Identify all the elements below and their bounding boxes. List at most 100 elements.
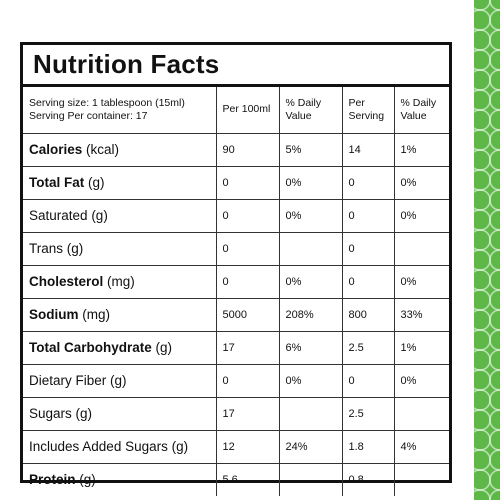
nutrient-row: Calories (kcal) 90 5% 14 1% — [23, 132, 449, 167]
value-per-100ml: 0 — [215, 264, 280, 299]
nutrient-unit: (g) — [171, 439, 189, 454]
daily-value-serving: 4% — [393, 429, 449, 464]
nutrient-unit: (mg) — [82, 307, 111, 322]
value-per-serving: 0 — [341, 363, 395, 398]
daily-value-100ml: 208% — [278, 297, 343, 332]
value-per-100ml: 0 — [215, 363, 280, 398]
daily-value-100ml: 0% — [278, 363, 343, 398]
nutrient-name-cell: Includes Added Sugars (g) — [23, 429, 217, 464]
nutrient-row: Protein (g) 5.6 0.8 — [23, 462, 449, 496]
nutrient-unit: (g) — [75, 406, 93, 421]
daily-value-100ml — [278, 462, 343, 496]
value-per-serving: 0 — [341, 264, 395, 299]
value-per-serving: 2.5 — [341, 330, 395, 365]
header-per-100ml: Per 100ml — [215, 87, 280, 134]
daily-value-100ml: 24% — [278, 429, 343, 464]
daily-value-100ml: 0% — [278, 198, 343, 233]
nutrient-row: Sodium (mg) 5000 208% 800 33% — [23, 297, 449, 332]
value-per-100ml: 90 — [215, 132, 280, 167]
nutrient-name-cell: Protein (g) — [23, 462, 217, 496]
nutrient-row: Dietary Fiber (g) 0 0% 0 0% — [23, 363, 449, 398]
daily-value-serving — [393, 462, 449, 496]
daily-value-100ml — [278, 231, 343, 266]
daily-value-serving: 0% — [393, 198, 449, 233]
nutrition-facts-label: Nutrition Facts Serving size: 1 tablespo… — [20, 42, 452, 496]
daily-value-100ml — [278, 396, 343, 431]
nutrient-name: Cholesterol — [29, 274, 104, 289]
value-per-100ml: 5.6 — [215, 462, 280, 496]
value-per-100ml: 5000 — [215, 297, 280, 332]
header-daily-value-serving: % Daily Value — [393, 87, 449, 134]
nutrient-unit: (g) — [155, 340, 173, 355]
nutrient-name: Sugars — [29, 406, 72, 421]
nutrient-row: Sugars (g) 17 2.5 — [23, 396, 449, 431]
daily-value-100ml: 0% — [278, 264, 343, 299]
value-per-serving: 0 — [341, 198, 395, 233]
nutrient-row: Includes Added Sugars (g) 12 24% 1.8 4% — [23, 429, 449, 464]
value-per-serving: 2.5 — [341, 396, 395, 431]
daily-value-serving — [393, 396, 449, 431]
nutrient-name-cell: Calories (kcal) — [23, 132, 217, 167]
nutrient-unit: (g) — [79, 472, 96, 488]
label-title: Nutrition Facts — [23, 45, 449, 87]
label-panel: Nutrition Facts Serving size: 1 tablespo… — [0, 0, 474, 500]
serving-info: Serving size: 1 tablespoon (15ml) Servin… — [23, 87, 217, 134]
daily-value-serving: 0% — [393, 264, 449, 299]
nutrient-name: Total Fat — [29, 175, 85, 190]
nutrient-name-cell: Saturated (g) — [23, 198, 217, 233]
value-per-100ml: 0 — [215, 165, 280, 200]
value-per-100ml: 17 — [215, 330, 280, 365]
nutrition-table: Serving size: 1 tablespoon (15ml) Servin… — [23, 87, 449, 496]
value-per-100ml: 0 — [215, 231, 280, 266]
servings-per-container: Serving Per container: 17 — [29, 109, 148, 122]
value-per-100ml: 17 — [215, 396, 280, 431]
nutrient-name-cell: Dietary Fiber (g) — [23, 363, 217, 398]
nutrient-row: Total Fat (g) 0 0% 0 0% — [23, 165, 449, 200]
daily-value-serving: 0% — [393, 165, 449, 200]
nutrient-name-cell: Total Carbohydrate (g) — [23, 330, 217, 365]
daily-value-100ml: 5% — [278, 132, 343, 167]
serving-size: Serving size: 1 tablespoon (15ml) — [29, 96, 185, 109]
nutrient-name: Calories — [29, 142, 83, 157]
nutrient-unit: (kcal) — [86, 142, 120, 157]
nutrient-name: Saturated — [29, 208, 88, 223]
nutrient-row: Total Carbohydrate (g) 17 6% 2.5 1% — [23, 330, 449, 365]
value-per-100ml: 0 — [215, 198, 280, 233]
daily-value-100ml: 6% — [278, 330, 343, 365]
nutrient-row: Cholesterol (mg) 0 0% 0 0% — [23, 264, 449, 299]
value-per-serving: 0 — [341, 231, 395, 266]
value-per-serving: 1.8 — [341, 429, 395, 464]
value-per-serving: 14 — [341, 132, 395, 167]
nutrient-unit: (g) — [91, 208, 108, 223]
header-row: Serving size: 1 tablespoon (15ml) Servin… — [23, 87, 449, 134]
nutrient-name: Includes Added Sugars — [29, 439, 168, 454]
nutrient-name: Protein — [29, 472, 76, 488]
nutrient-row: Trans (g) 0 0 — [23, 231, 449, 266]
nutrient-name-cell: Sodium (mg) — [23, 297, 217, 332]
nutrient-unit: (g) — [110, 373, 127, 388]
daily-value-serving — [393, 231, 449, 266]
value-per-serving: 800 — [341, 297, 395, 332]
daily-value-serving: 1% — [393, 132, 449, 167]
nutrient-name-cell: Cholesterol (mg) — [23, 264, 217, 299]
nutrient-unit: (g) — [88, 175, 105, 190]
nutrient-row: Saturated (g) 0 0% 0 0% — [23, 198, 449, 233]
daily-value-serving: 33% — [393, 297, 449, 332]
nutrient-name: Sodium — [29, 307, 79, 322]
nutrient-name: Total Carbohydrate — [29, 340, 152, 355]
daily-value-serving: 1% — [393, 330, 449, 365]
nutrient-unit: (g) — [66, 241, 84, 256]
nutrient-unit: (mg) — [107, 274, 135, 289]
daily-value-100ml: 0% — [278, 165, 343, 200]
nutrient-name-cell: Total Fat (g) — [23, 165, 217, 200]
daily-value-serving: 0% — [393, 363, 449, 398]
nutrient-name-cell: Trans (g) — [23, 231, 217, 266]
header-per-serving: Per Serving — [341, 87, 395, 134]
value-per-serving: 0.8 — [341, 462, 395, 496]
value-per-100ml: 12 — [215, 429, 280, 464]
value-per-serving: 0 — [341, 165, 395, 200]
nutrient-name: Dietary Fiber — [29, 373, 107, 388]
nutrient-name: Trans — [29, 241, 64, 256]
header-daily-value-100ml: % Daily Value — [278, 87, 343, 134]
nutrient-name-cell: Sugars (g) — [23, 396, 217, 431]
